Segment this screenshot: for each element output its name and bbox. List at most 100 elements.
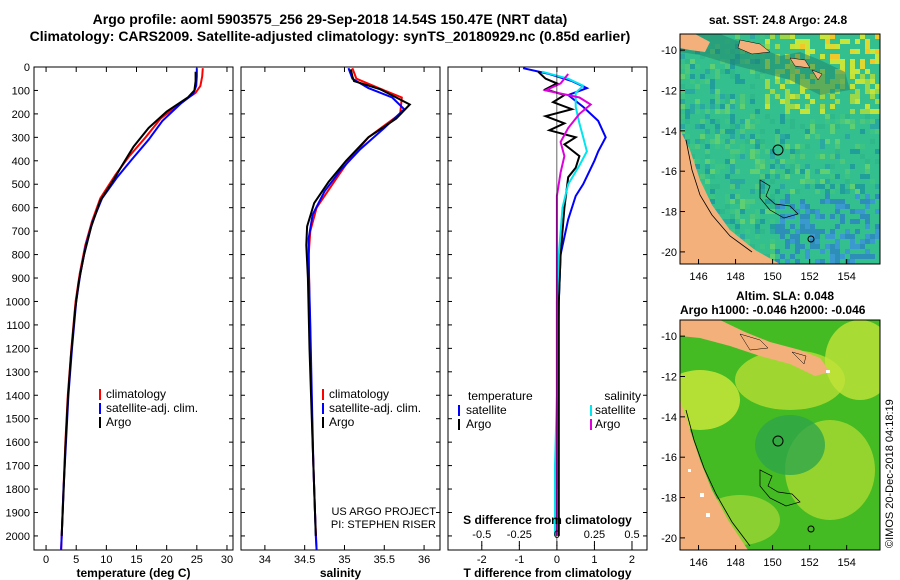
sst-cell [775,229,780,234]
sst-cell [735,169,740,174]
y-tick-label: 800 [12,250,30,262]
sst-cell [730,159,735,164]
sst-cell [820,169,825,174]
sst-cell [735,194,740,199]
sst-cell [685,59,690,64]
sst-cell [790,104,795,109]
sst-cell [735,224,740,229]
sst-cell [710,79,715,84]
sst-cell [840,254,845,259]
sst-cell [685,109,690,114]
sst-cell [860,144,865,149]
sst-cell [790,234,795,239]
y-tick-label: 2000 [6,531,30,543]
map-y-tick-label: -12 [661,371,677,383]
sst-cell [725,174,730,179]
sst-cell [845,174,850,179]
sst-cell [805,214,810,219]
sst-cell [850,149,855,154]
sst-cell [775,129,780,134]
sst-cell [800,84,805,89]
sst-cell [820,199,825,204]
sst-cell [845,259,850,264]
sst-cell [785,244,790,249]
sst-cell [735,209,740,214]
sst-cell [795,44,800,49]
sst-cell [770,154,775,159]
sst-cell [715,139,720,144]
sst-cell [725,199,730,204]
sst-cell [795,209,800,214]
sst-cell [695,124,700,129]
x-tick-label: 20 [161,554,173,566]
sst-cell [830,259,835,264]
sst-cell [835,139,840,144]
sst-cell [805,49,810,54]
sst-cell [795,164,800,169]
sst-cell [725,94,730,99]
sst-cell [730,184,735,189]
sst-cell [830,249,835,254]
sst-cell [775,79,780,84]
australia-landmass [680,130,780,264]
sst-cell [685,119,690,124]
sst-cell [770,219,775,224]
legend-title-salinity: salinity [604,389,641,403]
sst-cell [740,134,745,139]
sst-cell [860,244,865,249]
sst-cell [865,79,870,84]
sst-cell [775,94,780,99]
sst-cell [855,99,860,104]
sst-cell [865,174,870,179]
sst-cell [855,144,860,149]
sst-cell [865,49,870,54]
sst-cell [825,34,830,39]
legend-swatch [99,417,101,428]
sst-cell [760,74,765,79]
sst-cell [805,94,810,99]
sst-cell [865,234,870,239]
sst-cell [780,204,785,209]
australia-landmass [680,400,748,550]
y-tick-label: 1600 [6,437,30,449]
sst-cell [875,124,880,129]
sst-cell [730,154,735,159]
sst-cell [735,74,740,79]
sst-cell [745,124,750,129]
sst-cell [765,254,770,259]
x-tick-label: -2 [477,554,487,566]
sst-cell [785,104,790,109]
sst-cell [840,189,845,194]
map-x-tick-label: 154 [837,271,855,283]
sst-cell [810,179,815,184]
sst-cell [810,49,815,54]
sst-cell [755,149,760,154]
sst-cell [835,44,840,49]
sst-cell [845,114,850,119]
sst-cell [860,239,865,244]
y-tick-label: 600 [12,203,30,215]
sst-cell [870,124,875,129]
sst-cell [695,84,700,89]
sst-cell [760,189,765,194]
map-x-tick-label: 150 [763,271,781,283]
legend-swatch [458,405,460,416]
sst-cell [740,199,745,204]
sst-cell [750,244,755,249]
sst-cell [715,109,720,114]
sst-cell [735,179,740,184]
sst-cell [835,99,840,104]
sst-cell [700,134,705,139]
sst-map-title: sat. SST: 24.8 Argo: 24.8 [709,13,848,27]
sla-map-title2: Argo h1000: -0.046 h2000: -0.046 [680,303,866,317]
sst-cell [770,239,775,244]
sst-cell [720,209,725,214]
sst-cell [870,239,875,244]
sst-cell [860,154,865,159]
map-y-tick-label: -16 [661,166,677,178]
sst-cell [820,34,825,39]
sst-cell [790,44,795,49]
sst-cell [820,144,825,149]
sst-cell [765,84,770,89]
sst-cell [830,59,835,64]
